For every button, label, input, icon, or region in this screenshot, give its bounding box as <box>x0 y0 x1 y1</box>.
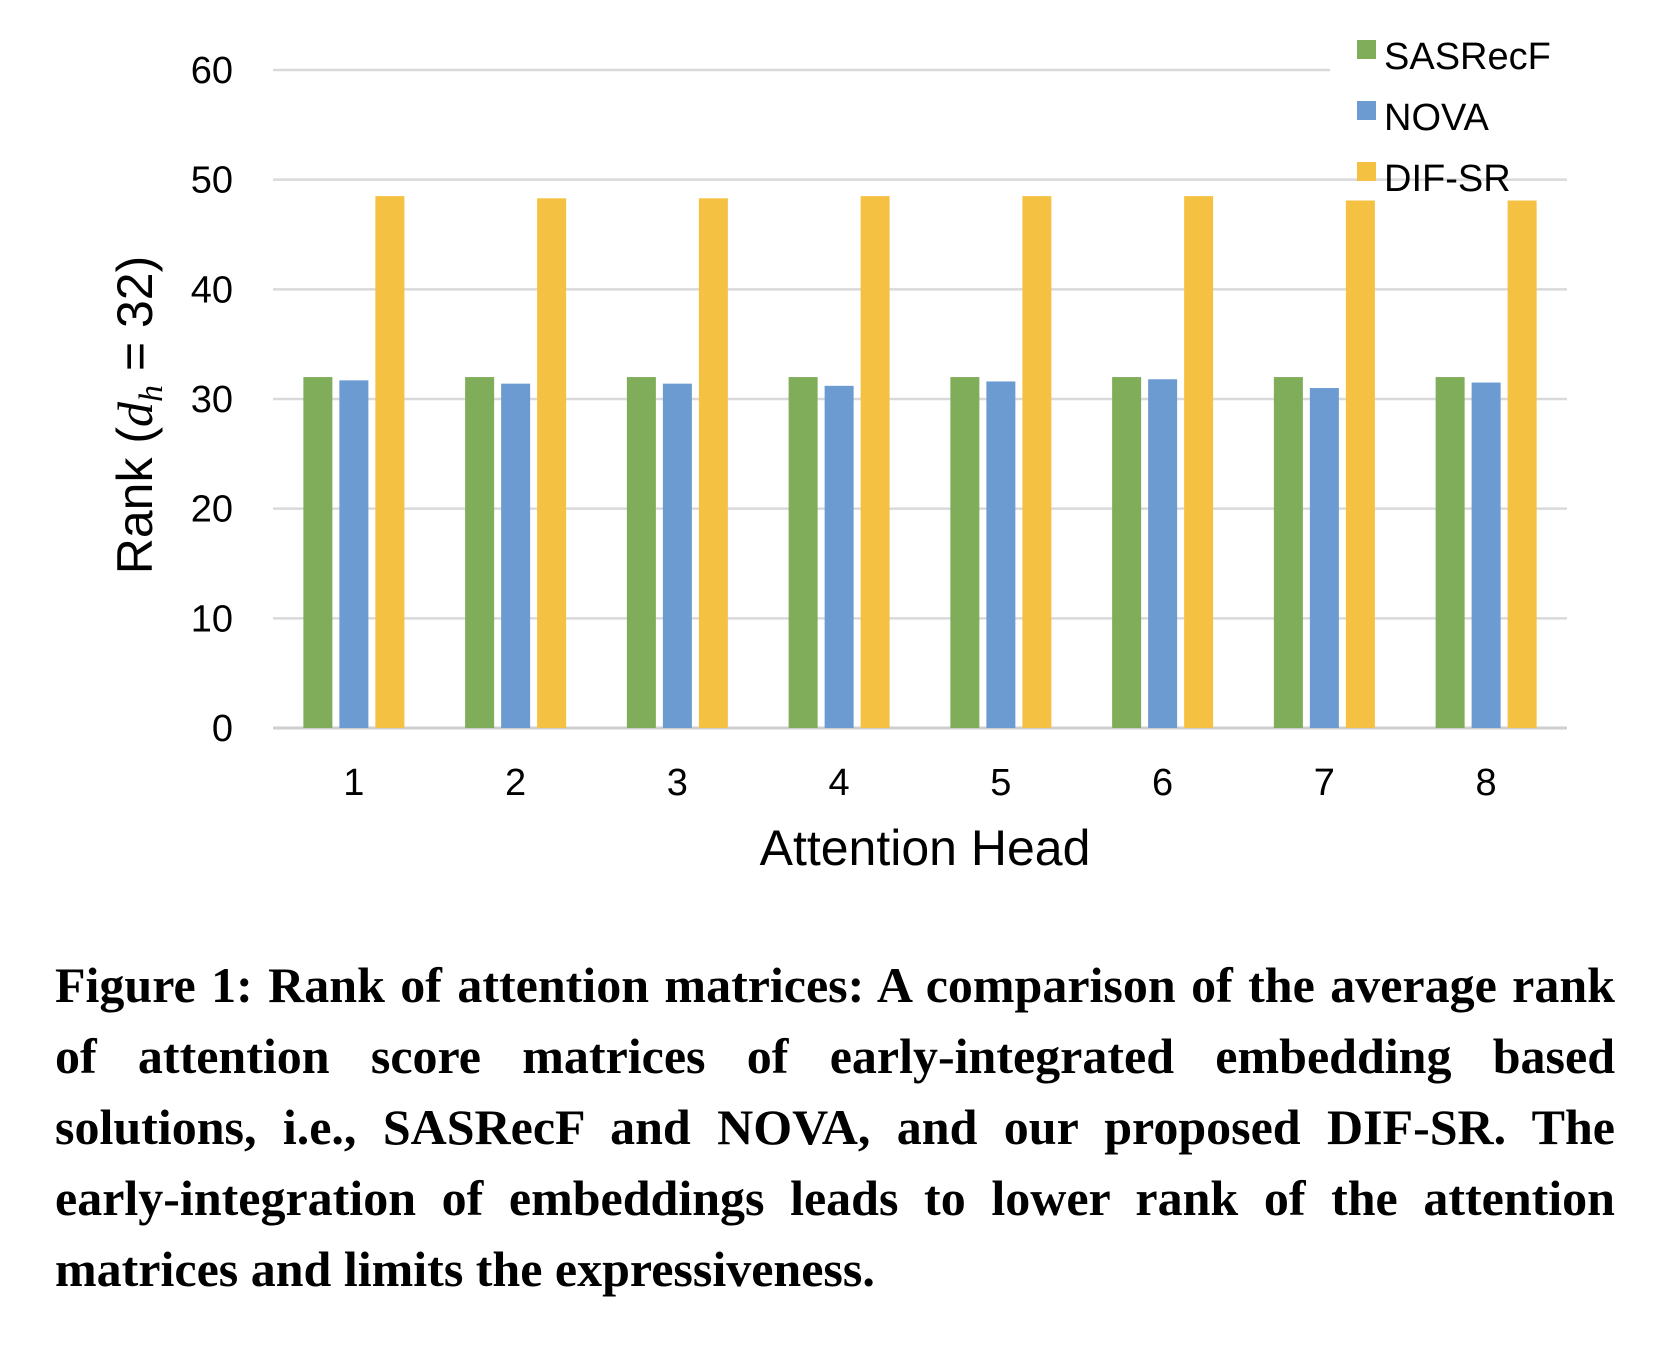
y-tick-label: 20 <box>191 489 233 531</box>
bar-sasrecf-head-1 <box>303 377 333 728</box>
bar-nova-head-4 <box>824 385 854 728</box>
y-axis-title-subscript: h <box>133 385 170 402</box>
bar-nova-head-3 <box>662 383 692 728</box>
bar-dif-sr-head-1 <box>375 196 405 728</box>
y-tick-label: 40 <box>191 269 233 311</box>
x-tick-label: 7 <box>1314 762 1335 804</box>
y-tick-label: 10 <box>191 598 233 640</box>
bar-sasrecf-head-8 <box>1435 377 1465 728</box>
bar-sasrecf-head-3 <box>626 377 656 728</box>
bar-nova-head-8 <box>1471 382 1501 728</box>
bar-sasrecf-head-4 <box>788 377 818 728</box>
bar-dif-sr-head-7 <box>1345 200 1375 729</box>
bar-nova-head-1 <box>339 380 369 728</box>
bar-chart: 0 10 20 30 40 50 60 1 2 3 4 5 6 7 8 Attention Head Ra… <box>107 36 1567 876</box>
y-tick-labels: 0 10 20 30 40 50 60 <box>191 50 233 750</box>
x-tick-label: 6 <box>1152 762 1173 804</box>
bar-sasrecf-head-5 <box>950 377 980 728</box>
bar-dif-sr-head-6 <box>1184 196 1214 728</box>
bar-dif-sr-head-2 <box>537 198 567 728</box>
x-axis-title: Attention Head <box>760 820 1091 876</box>
y-tick-label: 0 <box>212 708 233 750</box>
x-tick-label: 5 <box>990 762 1011 804</box>
y-tick-label: 30 <box>191 379 233 421</box>
legend-swatch-dif-sr <box>1357 162 1376 181</box>
legend-label-sasrecf: SASRecF <box>1384 36 1551 78</box>
y-tick-label: 50 <box>191 160 233 202</box>
bar-nova-head-6 <box>1148 379 1178 728</box>
bar-nova-head-5 <box>986 381 1016 728</box>
bar-dif-sr-head-5 <box>1022 196 1052 728</box>
bar-sasrecf-head-2 <box>465 377 495 728</box>
y-axis-title-symbol: d <box>107 401 163 427</box>
y-axis-title-prefix: Rank ( <box>107 427 163 575</box>
bar-nova-head-2 <box>501 383 531 728</box>
x-tick-label: 2 <box>505 762 526 804</box>
figure-caption: Figure 1: Rank of attention matrices: A … <box>55 957 1615 1297</box>
bar-dif-sr-head-3 <box>698 198 728 728</box>
legend: SASRecF NOVA DIF-SR <box>1357 36 1551 200</box>
x-tick-label: 1 <box>343 762 364 804</box>
y-axis-title-suffix: = 32) <box>107 256 163 385</box>
bar-sasrecf-head-7 <box>1273 377 1303 728</box>
y-tick-label: 60 <box>191 50 233 92</box>
bars <box>303 196 1537 729</box>
bar-sasrecf-head-6 <box>1112 377 1142 728</box>
bar-nova-head-7 <box>1309 388 1339 728</box>
legend-swatch-sasrecf <box>1357 40 1376 59</box>
y-axis-title: Rank (dh = 32) <box>107 256 170 575</box>
x-tick-label: 3 <box>667 762 688 804</box>
legend-label-dif-sr: DIF-SR <box>1384 158 1511 200</box>
x-tick-labels: 1 2 3 4 5 6 7 8 <box>343 762 1496 804</box>
bar-dif-sr-head-8 <box>1507 200 1537 729</box>
legend-swatch-nova <box>1357 101 1376 120</box>
legend-label-nova: NOVA <box>1384 97 1490 139</box>
bar-dif-sr-head-4 <box>860 196 890 728</box>
x-tick-label: 8 <box>1476 762 1497 804</box>
x-tick-label: 4 <box>829 762 850 804</box>
